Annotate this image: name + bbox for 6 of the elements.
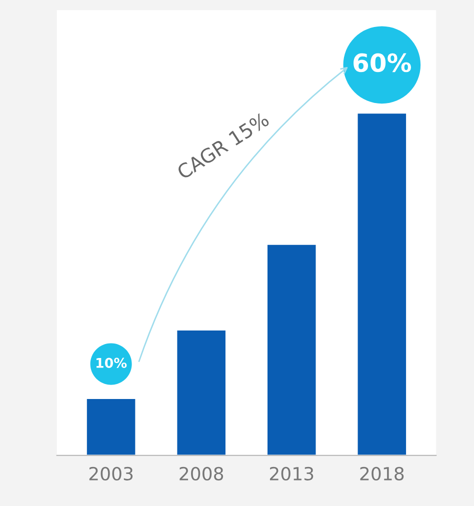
x-tick-label: 2013: [270, 466, 314, 480]
data-label: 10%: [96, 358, 127, 368]
x-tick-label: 2008: [180, 466, 224, 480]
x-tick-label: 2018: [360, 466, 404, 480]
x-tick-label: 2003: [89, 466, 133, 480]
data-label: 60%: [354, 53, 412, 72]
